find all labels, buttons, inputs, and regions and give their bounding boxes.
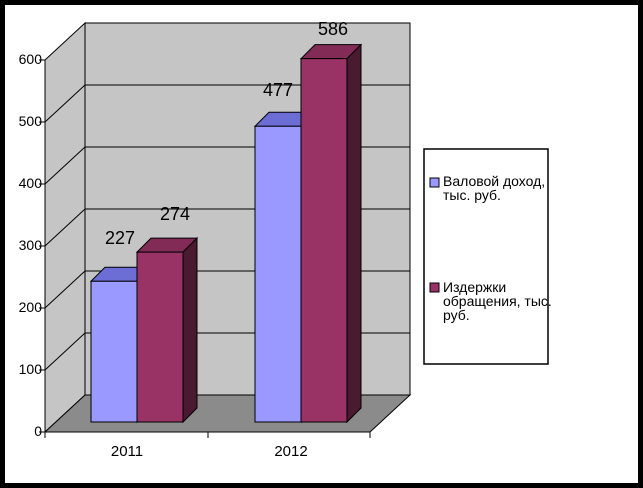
legend-label-series1-line2: тыс. руб. [443,187,501,203]
y-tick-label-0: 0 [34,423,42,439]
y-tick-label-500: 500 [19,113,43,129]
y-tick-label-400: 400 [19,175,43,191]
side-wall-gridlines [44,84,86,371]
side-gridline-500 [44,84,86,123]
side-gridline-300 [44,208,86,247]
side-gridline-400 [44,146,86,185]
side-gridline-100 [44,332,86,371]
bar-front-face [136,251,184,423]
bar-front-face [90,280,138,423]
axes [39,59,371,438]
legend-marker-series1 [429,177,440,188]
chart-canvas: 227 274 477 586 0 100 200 300 400 500 600 2… [19,19,552,460]
legend-label-series2-line1: Издержки [443,279,506,295]
bar-2012-series2 [299,43,363,424]
data-label-2011-series2: 274 [160,204,190,224]
x-axis-labels: 2011 2012 [111,443,308,460]
legend-marker-series2 [429,282,440,293]
bar-side-face [182,236,198,424]
y-axis-labels: 0 100 200 300 400 500 600 [19,51,43,439]
legend: Валовой доход, тыс. руб. Издержки обраще… [423,148,552,365]
side-gridline-200 [44,270,86,309]
bar-front-face [300,58,348,423]
category-label-2012: 2012 [274,443,307,460]
data-label-2012-series1: 477 [263,80,293,100]
data-label-2011-series1: 227 [105,228,135,248]
legend-label-series2-line3: руб. [443,307,470,323]
y-tick-label-300: 300 [19,237,43,253]
data-labels: 227 274 477 586 [105,19,348,248]
y-tick-label-100: 100 [19,361,43,377]
bar-front-face [254,125,303,423]
legend-label-series2-line2: обращения, тыс. [443,293,552,309]
legend-label-series1-line1: Валовой доход, [443,173,545,189]
category-label-2011: 2011 [111,443,143,460]
bar-2011-series2 [135,236,199,424]
bar-side-face [346,43,362,424]
legend-box [423,148,549,365]
data-label-2012-series2: 586 [318,19,348,39]
bars [89,43,363,424]
y-tick-label-200: 200 [19,299,43,315]
y-tick-label-600: 600 [19,51,43,67]
